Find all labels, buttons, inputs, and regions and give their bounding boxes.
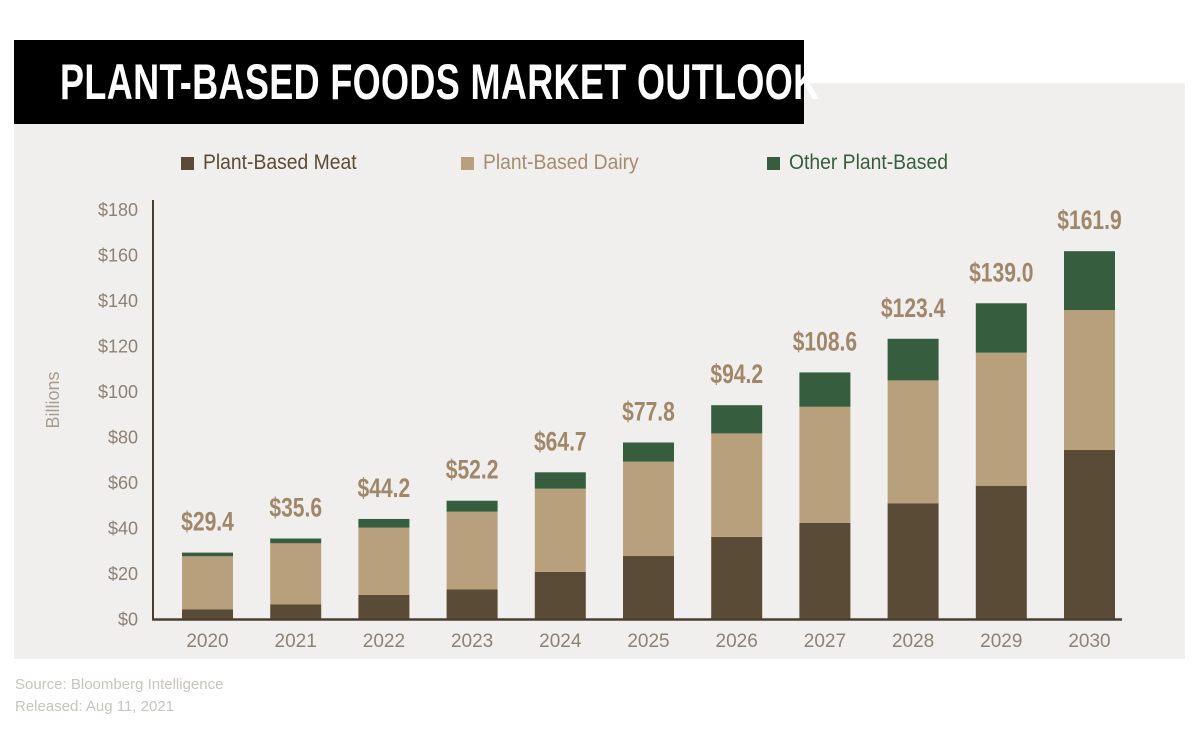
bar-segment-dairy-2028 [887, 380, 939, 504]
bar-segment-meat-2023 [446, 589, 498, 620]
total-labels: $29.4 $35.6 $44.2 $52.2 $64.7 $77.8 $94.2 $108.… [181, 206, 1122, 538]
legend-label-other: Other Plant-Based [789, 151, 948, 174]
x-tick-label: 2022 [363, 631, 405, 652]
total-label: $139.0 [969, 258, 1033, 288]
bar-segment-meat-2029 [975, 485, 1027, 620]
bar-segment-dairy-2020 [182, 556, 233, 610]
bar-segment-other-2026 [711, 405, 763, 434]
bar-segment-meat-2020 [182, 609, 233, 620]
y-axis-ticks: $0 $20 $40 $60 $80 $100 $120 $140 $160 $180 [98, 200, 138, 630]
legend-swatch-dairy [461, 156, 474, 170]
y-tick-label: $140 [98, 291, 138, 311]
bar-segment-meat-2027 [799, 522, 851, 620]
y-tick-label: $160 [98, 246, 138, 266]
total-label: $29.4 [181, 507, 234, 537]
title-banner: PLANT-BASED FOODS MARKET OUTLOOK [14, 40, 819, 124]
x-tick-label: 2025 [627, 631, 669, 652]
bar-stack-2028 [887, 338, 939, 620]
y-tick-label: $60 [108, 473, 138, 493]
y-tick-label: $40 [108, 519, 138, 539]
total-label: $64.7 [534, 427, 587, 457]
source-note: Source: Bloomberg Intelligence [15, 676, 224, 693]
bar-stack-2026 [711, 405, 763, 620]
x-tick-label: 2027 [804, 631, 846, 652]
bar-stack-2020 [182, 552, 233, 620]
y-axis-title: Billions [43, 371, 63, 428]
legend: Plant-Based Meat Plant-Based Dairy Other… [0, 148, 1200, 178]
x-tick-label: 2026 [716, 631, 758, 652]
y-tick-label: $0 [118, 610, 138, 630]
x-axis-labels: 2020 2021 2022 2023 2024 2025 2026 2027 2028 2029… [186, 631, 1110, 652]
bars [182, 251, 1115, 620]
total-label: $35.6 [269, 493, 322, 523]
y-tick-label: $180 [98, 200, 138, 220]
legend-swatch-meat [181, 156, 194, 170]
x-tick-label: 2030 [1068, 631, 1110, 652]
bar-segment-other-2021 [270, 538, 322, 544]
x-tick-label: 2029 [980, 631, 1022, 652]
bar-segment-other-2030 [1064, 251, 1115, 311]
bar-segment-meat-2026 [711, 536, 763, 620]
bar-segment-other-2022 [358, 518, 410, 528]
legend-label-meat: Plant-Based Meat [203, 151, 357, 174]
bar-segment-dairy-2026 [711, 433, 763, 537]
bar-stack-2025 [623, 442, 674, 620]
bar-segment-dairy-2030 [1064, 310, 1115, 451]
bar-segment-meat-2028 [887, 503, 939, 620]
bar-segment-other-2028 [887, 338, 939, 381]
bar-segment-dairy-2029 [975, 352, 1027, 486]
total-label: $77.8 [622, 397, 675, 427]
bar-segment-dairy-2022 [358, 527, 410, 595]
bar-segment-meat-2022 [358, 594, 410, 620]
bar-stack-2023 [446, 500, 498, 620]
bar-stack-2027 [799, 372, 851, 620]
bar-segment-meat-2030 [1064, 450, 1115, 620]
bar-segment-dairy-2023 [446, 511, 498, 590]
bar-segment-dairy-2027 [799, 406, 851, 523]
x-tick-label: 2021 [275, 631, 317, 652]
bar-segment-dairy-2021 [270, 543, 322, 605]
y-tick-label: $80 [108, 428, 138, 448]
bar-segment-other-2020 [182, 552, 233, 557]
bar-segment-meat-2021 [270, 604, 322, 620]
legend-item-dairy: Plant-Based Dairy [461, 148, 652, 178]
bar-segment-meat-2024 [534, 571, 586, 620]
bar-segment-other-2027 [799, 372, 851, 407]
bar-segment-dairy-2024 [534, 488, 586, 572]
bar-segment-other-2023 [446, 500, 498, 512]
release-date: Released: Aug 11, 2021 [15, 698, 175, 715]
x-tick-label: 2020 [186, 631, 228, 652]
bar-stack-2029 [975, 303, 1027, 620]
total-label: $94.2 [710, 360, 763, 390]
x-tick-label: 2028 [892, 631, 934, 652]
legend-label-dairy: Plant-Based Dairy [483, 151, 639, 174]
bar-segment-other-2025 [623, 442, 674, 462]
x-tick-label: 2024 [539, 631, 582, 652]
total-label: $108.6 [793, 327, 857, 357]
bar-segment-dairy-2025 [623, 461, 674, 557]
bar-stack-2030 [1064, 251, 1115, 620]
bar-stack-2022 [358, 518, 410, 620]
legend-swatch-other [767, 156, 780, 170]
legend-item-meat: Plant-Based Meat [181, 148, 370, 178]
bar-stack-2021 [270, 538, 322, 620]
total-label: $123.4 [881, 293, 946, 323]
legend-item-other: Other Plant-Based [767, 148, 962, 178]
total-label: $52.2 [446, 455, 499, 485]
bar-segment-other-2024 [534, 472, 586, 489]
y-tick-label: $120 [98, 337, 138, 357]
bar-stack-2024 [534, 472, 586, 620]
y-tick-label: $100 [98, 382, 138, 402]
total-label: $161.9 [1057, 206, 1121, 236]
bar-segment-other-2029 [975, 303, 1027, 353]
chart-title: PLANT-BASED FOODS MARKET OUTLOOK [60, 54, 820, 110]
y-tick-label: $20 [108, 564, 138, 584]
x-tick-label: 2023 [451, 631, 493, 652]
total-label: $44.2 [358, 474, 411, 504]
bar-segment-meat-2025 [623, 556, 674, 620]
